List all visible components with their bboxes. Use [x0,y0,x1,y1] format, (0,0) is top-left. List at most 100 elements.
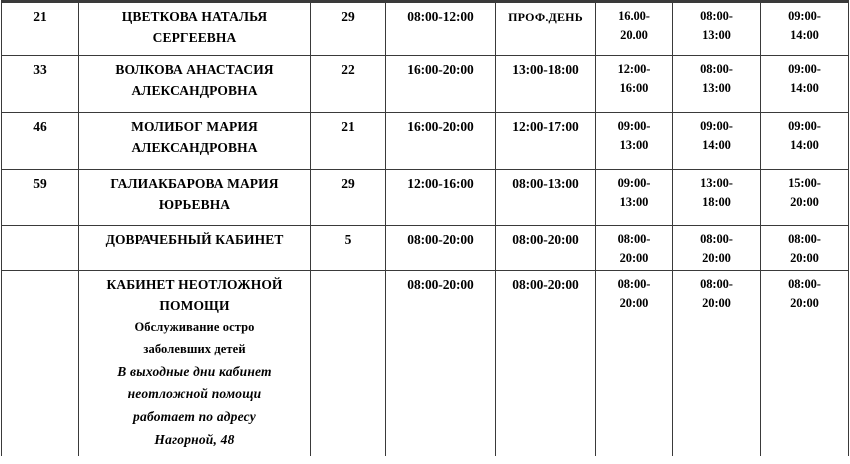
cell-tuesday: 08:00-20:00 [495,225,596,271]
cell-wednesday-line1: 08:00- [617,277,651,291]
cell-name: МОЛИБОГ МАРИЯ АЛЕКСАНДРОВНА [78,112,311,170]
cell-wednesday-line2: 13:00 [619,195,649,209]
cell-friday-line2: 14:00 [790,28,819,42]
cell-friday-line1: 09:00- [788,9,821,23]
cell-thursday-line1: 09:00- [700,119,733,133]
cell-name-line2: ЮРЬЕВНА [158,196,231,212]
cell-wednesday-line2: 20:00 [619,251,649,265]
cell-thursday: 08:00- 20:00 [672,225,761,271]
cell-monday: 16:00-20:00 [385,112,496,170]
table-row: 46 МОЛИБОГ МАРИЯ АЛЕКСАНДРОВНА 21 16:00-… [1,112,849,170]
cell-thursday-line2: 13:00 [702,81,731,95]
cell-friday: 09:00- 14:00 [760,112,849,170]
cell-name-line1: ГАЛИАКБАРОВА МАРИЯ [110,176,279,191]
cell-thursday: 13:00- 18:00 [672,169,761,226]
cell-friday-line1: 15:00- [788,176,821,190]
cell-number: 59 [1,169,79,226]
cell-wednesday-line2: 13:00 [619,138,649,152]
cell-number: 46 [1,112,79,170]
cell-thursday-line2: 20:00 [702,251,731,265]
cell-friday-line2: 20:00 [790,251,819,265]
cell-note-line2: заболевших детей [143,341,246,356]
cell-friday: 09:00- 14:00 [760,55,849,113]
cell-friday-line2: 20:00 [790,195,819,209]
cell-wednesday: 08:00- 20:00 [595,270,673,456]
cell-thursday-line1: 13:00- [700,176,733,190]
table-row: 21 ЦВЕТКОВА НАТАЛЬЯ СЕРГЕЕВНА 29 08:00- 1… [1,1,849,56]
cell-name: ЦВЕТКОВА НАТАЛЬЯ СЕРГЕЕВНА [78,1,311,56]
cell-count [310,270,386,456]
cell-name-line2: СЕРГЕЕВНА [152,29,237,45]
cell-count: 29 [310,1,386,56]
cell-tuesday: 12:00-17:00 [495,112,596,170]
cell-thursday-line2: 20:00 [702,296,731,310]
cell-thursday-line1: 08:00- [700,62,733,76]
table-row: 59 ГАЛИАКБАРОВА МАРИЯ ЮРЬЕВНА 29 12:00-1… [1,169,849,226]
cell-name-line2: АЛЕКСАНДРОВНА [131,139,258,155]
cell-monday: 08:00-20:00 [385,270,496,456]
cell-tuesday: 08:00-13:00 [495,169,596,226]
table-row: ДОВРАЧЕБНЫЙ КАБИНЕТ 5 08:00-20:00 08:00-… [1,225,849,271]
cell-wednesday: 12:00- 16:00 [595,55,673,113]
cell-wednesday: 16.00- 20.00 [595,1,673,56]
cell-number [1,270,79,456]
cell-number: 21 [1,1,79,56]
cell-thursday-line2: 14:00 [702,138,731,152]
cell-thursday: 08:00- 20:00 [672,270,761,456]
table-row: 33 ВОЛКОВА АНАСТАСИЯ АЛЕКСАНДРОВНА 22 16… [1,55,849,113]
cell-tuesday-text: ПРОФ.ДЕНЬ [508,10,583,24]
cell-friday-line1: 08:00- [788,277,821,291]
cell-count: 21 [310,112,386,170]
cell-thursday-line1: 08:00- [700,232,733,246]
cell-name-line2: ПОМОЩИ [159,297,230,313]
cell-name-line1: МОЛИБОГ МАРИЯ [131,119,258,134]
cell-friday-line2: 14:00 [790,81,819,95]
cell-count: 5 [310,225,386,271]
cell-wednesday: 09:00- 13:00 [595,169,673,226]
cell-thursday-line2: 13:00 [702,28,731,42]
cell-wednesday: 08:00- 20:00 [595,225,673,271]
cell-number: 33 [1,55,79,113]
cell-name-line1: ВОЛКОВА АНАСТАСИЯ [115,62,274,77]
cell-name: ВОЛКОВА АНАСТАСИЯ АЛЕКСАНДРОВНА [78,55,311,113]
cell-monday: 12:00-16:00 [385,169,496,226]
cell-count: 29 [310,169,386,226]
cell-count: 22 [310,55,386,113]
cell-number [1,225,79,271]
cell-thursday-line2: 18:00 [702,195,731,209]
cell-friday: 09:00- 14:00 [760,1,849,56]
cell-monday: 08:00-20:00 [385,225,496,271]
cell-monday: 16:00-20:00 [385,55,496,113]
cell-wednesday-line1: 09:00- [617,119,651,133]
cell-name-line1: ЦВЕТКОВА НАТАЛЬЯ [121,9,268,24]
cell-wednesday-line2: 16:00 [619,81,649,95]
cell-tuesday: 08:00-20:00 [495,270,596,456]
cell-thursday: 09:00- 14:00 [672,112,761,170]
cell-name-line1: КАБИНЕТ НЕОТЛОЖНОЙ [106,277,283,292]
cell-wednesday-line2: 20.00 [620,28,648,42]
cell-italic-line4: Нагорной, 48 [154,432,235,448]
cell-friday: 08:00- 20:00 [760,225,849,271]
cell-italic-line2: неотложной помощи [127,386,262,402]
cell-friday: 15:00- 20:00 [760,169,849,226]
cell-wednesday-line2: 20:00 [619,296,649,310]
cell-tuesday: 13:00-18:00 [495,55,596,113]
cell-name: КАБИНЕТ НЕОТЛОЖНОЙ ПОМОЩИ Обслуживание о… [78,270,311,456]
cell-thursday-line1: 08:00- [700,9,733,23]
cell-italic-line3: работает по адресу [133,409,256,425]
cell-wednesday-line1: 09:00- [617,176,651,190]
cell-thursday-line1: 08:00- [700,277,733,291]
cell-name-line1: ДОВРАЧЕБНЫЙ КАБИНЕТ [105,232,284,247]
cell-friday-line2: 14:00 [790,138,819,152]
cell-friday: 08:00- 20:00 [760,270,849,456]
cell-friday-line2: 20:00 [790,296,819,310]
cell-friday-line1: 08:00- [788,232,821,246]
cell-friday-line1: 09:00- [788,62,821,76]
cell-tuesday: ПРОФ.ДЕНЬ [495,1,596,56]
cell-wednesday-line1: 16.00- [618,9,650,23]
cell-name: ГАЛИАКБАРОВА МАРИЯ ЮРЬЕВНА [78,169,311,226]
cell-name-line2: АЛЕКСАНДРОВНА [131,82,258,98]
cell-friday-line1: 09:00- [788,119,821,133]
